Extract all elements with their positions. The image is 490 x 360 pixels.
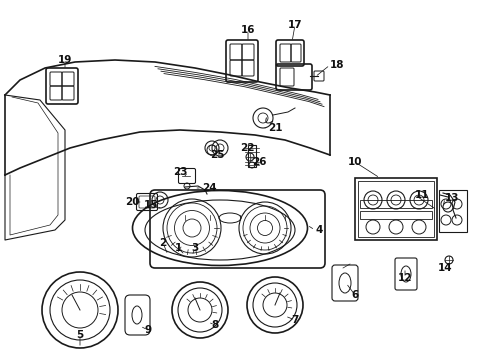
Text: 7: 7: [292, 315, 299, 325]
Text: 15: 15: [144, 200, 158, 210]
Bar: [439, 190, 467, 232]
Text: 14: 14: [438, 263, 452, 273]
Text: 19: 19: [58, 55, 72, 65]
Text: 5: 5: [76, 330, 84, 340]
Text: 22: 22: [241, 143, 255, 153]
Text: 26: 26: [252, 157, 267, 167]
Text: 23: 23: [173, 167, 188, 177]
Text: 9: 9: [145, 325, 151, 335]
Text: 8: 8: [211, 320, 219, 330]
Text: 2: 2: [159, 238, 167, 248]
Text: 16: 16: [241, 25, 255, 35]
Text: 17: 17: [288, 20, 302, 30]
Text: 1: 1: [174, 243, 182, 253]
Bar: [355, 178, 437, 240]
Text: 24: 24: [202, 183, 217, 193]
Text: 6: 6: [351, 290, 359, 300]
Bar: [360, 211, 432, 219]
Text: 12: 12: [398, 273, 412, 283]
Text: 20: 20: [125, 197, 140, 207]
Text: 10: 10: [348, 157, 362, 167]
Text: 13: 13: [445, 193, 460, 203]
Bar: [248, 145, 256, 167]
Text: 11: 11: [415, 190, 430, 200]
Text: 21: 21: [268, 123, 283, 133]
Text: 3: 3: [192, 243, 198, 253]
Text: 18: 18: [330, 60, 344, 70]
Bar: [358, 181, 434, 237]
Text: 4: 4: [315, 225, 322, 235]
Text: 25: 25: [210, 150, 224, 160]
Bar: [360, 200, 432, 208]
